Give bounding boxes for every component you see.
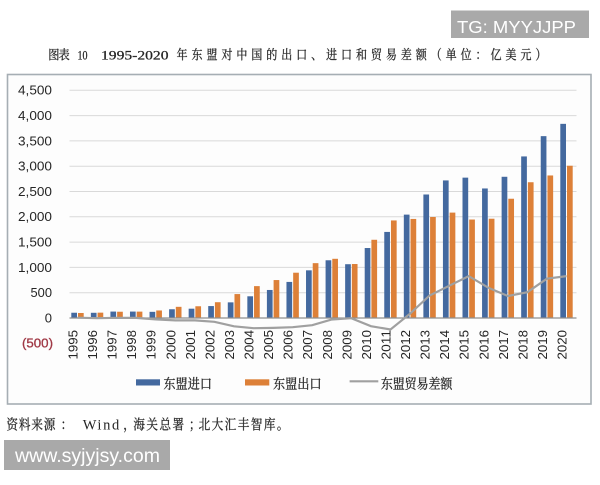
svg-text:2002: 2002	[202, 330, 217, 360]
svg-text:0: 0	[45, 310, 52, 325]
svg-text:Wind: Wind	[83, 418, 120, 434]
svg-text:2012: 2012	[398, 330, 413, 360]
svg-text:2016: 2016	[476, 330, 491, 360]
svg-text:2014: 2014	[437, 330, 452, 360]
svg-text:2011: 2011	[379, 330, 394, 360]
svg-text:10: 10	[78, 48, 88, 62]
svg-text:2004: 2004	[242, 330, 257, 360]
svg-text:2,500: 2,500	[18, 184, 52, 199]
svg-text:2013: 2013	[418, 330, 433, 360]
svg-text:2006: 2006	[281, 330, 296, 360]
svg-text:3,000: 3,000	[18, 159, 52, 174]
svg-text:2009: 2009	[339, 330, 354, 360]
svg-text:4,000: 4,000	[18, 108, 52, 123]
svg-text:2003: 2003	[222, 330, 237, 360]
svg-text:4,500: 4,500	[18, 83, 52, 98]
svg-text:500: 500	[31, 285, 53, 300]
svg-text:1999: 1999	[144, 330, 159, 360]
svg-text:1,000: 1,000	[18, 260, 52, 275]
svg-text:1995-2020: 1995-2020	[101, 48, 169, 62]
svg-text:1995: 1995	[66, 330, 81, 360]
svg-text:2007: 2007	[300, 330, 315, 360]
svg-text:1997: 1997	[105, 330, 120, 360]
svg-text:2018: 2018	[515, 330, 530, 360]
svg-text:2000: 2000	[163, 330, 178, 360]
svg-text:TG: MYYJJPP: TG: MYYJJPP	[457, 17, 576, 37]
svg-text:2017: 2017	[496, 330, 511, 360]
svg-text:2010: 2010	[359, 330, 374, 360]
svg-text:www.syjyjsy.com: www.syjyjsy.com	[14, 446, 160, 467]
svg-text:2,000: 2,000	[18, 209, 52, 224]
svg-text:2001: 2001	[183, 330, 198, 360]
svg-text:2015: 2015	[457, 330, 472, 360]
svg-text:2020: 2020	[555, 330, 570, 360]
svg-text:(500): (500)	[22, 336, 53, 351]
svg-text:1998: 1998	[124, 330, 139, 360]
svg-text:1996: 1996	[85, 330, 100, 360]
svg-text:2019: 2019	[535, 330, 550, 360]
svg-text:2005: 2005	[261, 330, 276, 360]
svg-text:3,500: 3,500	[18, 133, 52, 148]
svg-text:1,500: 1,500	[18, 235, 52, 250]
svg-text:2008: 2008	[320, 330, 335, 360]
